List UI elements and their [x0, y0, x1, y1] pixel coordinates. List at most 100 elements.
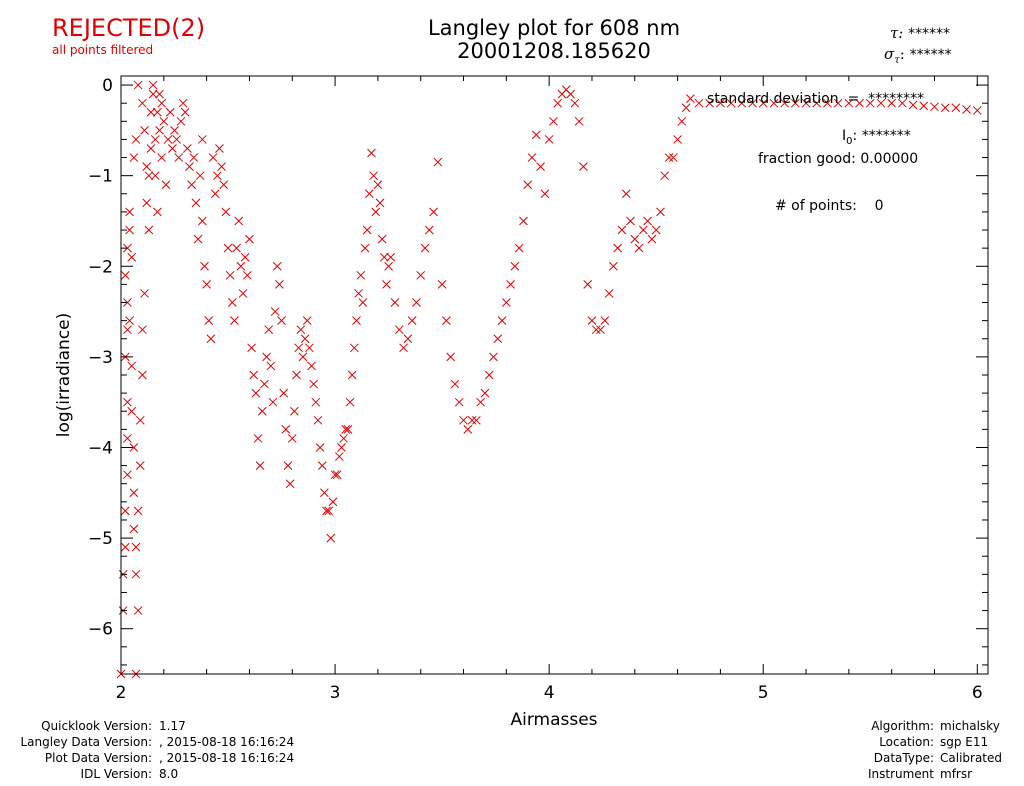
data-point	[129, 153, 139, 162]
data-point	[604, 289, 614, 298]
data-point	[898, 98, 907, 108]
footer-right-value: michalsky	[940, 719, 1000, 733]
data-point	[369, 171, 378, 181]
data-point	[146, 144, 156, 153]
status-note: all points filtered	[52, 43, 154, 57]
data-point	[446, 352, 456, 362]
data-point	[540, 189, 550, 199]
data-point	[140, 126, 149, 135]
data-point	[758, 98, 768, 108]
data-point	[337, 443, 346, 452]
data-point	[686, 94, 695, 104]
chart-subtitle: 20001208.185620	[457, 39, 651, 63]
data-point	[133, 80, 143, 90]
data-point	[185, 162, 194, 171]
fraction-good-label: fraction good:	[758, 151, 856, 167]
data-point	[135, 415, 145, 425]
footer-left-label: Langley Data Version:	[20, 735, 152, 749]
std-dev-eq: =	[847, 91, 860, 107]
data-point	[399, 343, 408, 353]
data-point	[127, 252, 137, 262]
data-point	[801, 98, 811, 108]
data-point	[277, 316, 286, 325]
data-point	[212, 171, 222, 181]
y-tick-label: −2	[88, 257, 113, 277]
data-point	[330, 470, 340, 480]
data-point	[193, 234, 203, 244]
data-point	[833, 98, 843, 108]
data-point	[183, 144, 192, 153]
x-tick-label: 5	[758, 683, 769, 703]
data-point	[324, 506, 334, 516]
sigma-value: ******	[909, 47, 952, 63]
data-point	[133, 606, 143, 615]
data-point	[726, 98, 736, 108]
data-point	[287, 434, 297, 443]
data-point	[332, 470, 342, 480]
data-point	[129, 488, 139, 498]
data-point	[285, 479, 295, 489]
data-point	[217, 162, 226, 171]
data-point	[155, 126, 164, 135]
data-point	[553, 98, 563, 108]
data-point	[120, 542, 130, 552]
x-tick-label: 3	[330, 683, 341, 703]
data-point	[180, 107, 190, 117]
data-point	[673, 135, 682, 144]
data-point	[643, 216, 652, 226]
data-point	[283, 461, 293, 470]
data-point	[373, 180, 383, 190]
i0-value: *******	[861, 128, 911, 144]
data-point	[200, 261, 209, 271]
data-point	[437, 280, 447, 289]
data-point	[131, 569, 141, 579]
data-point	[206, 334, 216, 344]
data-point	[127, 361, 137, 371]
data-point	[737, 98, 747, 108]
data-point	[197, 216, 207, 226]
data-point	[579, 162, 588, 171]
data-point	[865, 98, 875, 108]
data-point	[253, 434, 263, 443]
data-point	[307, 361, 316, 371]
data-point	[197, 135, 207, 144]
data-point	[129, 524, 139, 534]
data-point	[131, 542, 141, 552]
data-point	[322, 506, 331, 516]
data-point	[161, 180, 171, 190]
data-point	[257, 406, 267, 416]
data-point	[549, 116, 558, 126]
data-point	[174, 153, 184, 162]
fraction-good-readout: fraction good: 0.00000	[758, 151, 918, 167]
data-point	[300, 334, 310, 344]
data-point	[142, 198, 152, 208]
data-point	[450, 379, 460, 389]
data-point	[302, 316, 312, 325]
data-point	[617, 225, 627, 235]
data-point	[148, 80, 158, 90]
data-point	[489, 352, 498, 362]
data-point	[371, 207, 381, 217]
data-point	[279, 388, 289, 398]
data-point	[189, 153, 199, 162]
data-point	[531, 130, 541, 140]
data-point	[951, 103, 961, 113]
data-point	[140, 289, 149, 298]
data-point	[519, 216, 528, 226]
data-point	[514, 243, 524, 253]
data-point	[476, 397, 485, 407]
data-point	[178, 98, 188, 108]
data-point	[377, 234, 387, 244]
data-point	[651, 225, 661, 235]
data-point	[358, 298, 368, 307]
footer-right-label: Location:	[879, 735, 934, 749]
data-point	[125, 207, 134, 217]
data-point	[138, 98, 147, 108]
data-point	[855, 98, 864, 108]
data-point	[238, 289, 248, 298]
sigma-label: σ	[884, 45, 895, 63]
data-point	[660, 171, 670, 181]
footer-right-value: mfrsr	[940, 767, 973, 781]
data-point	[345, 397, 355, 407]
data-point	[317, 461, 327, 470]
